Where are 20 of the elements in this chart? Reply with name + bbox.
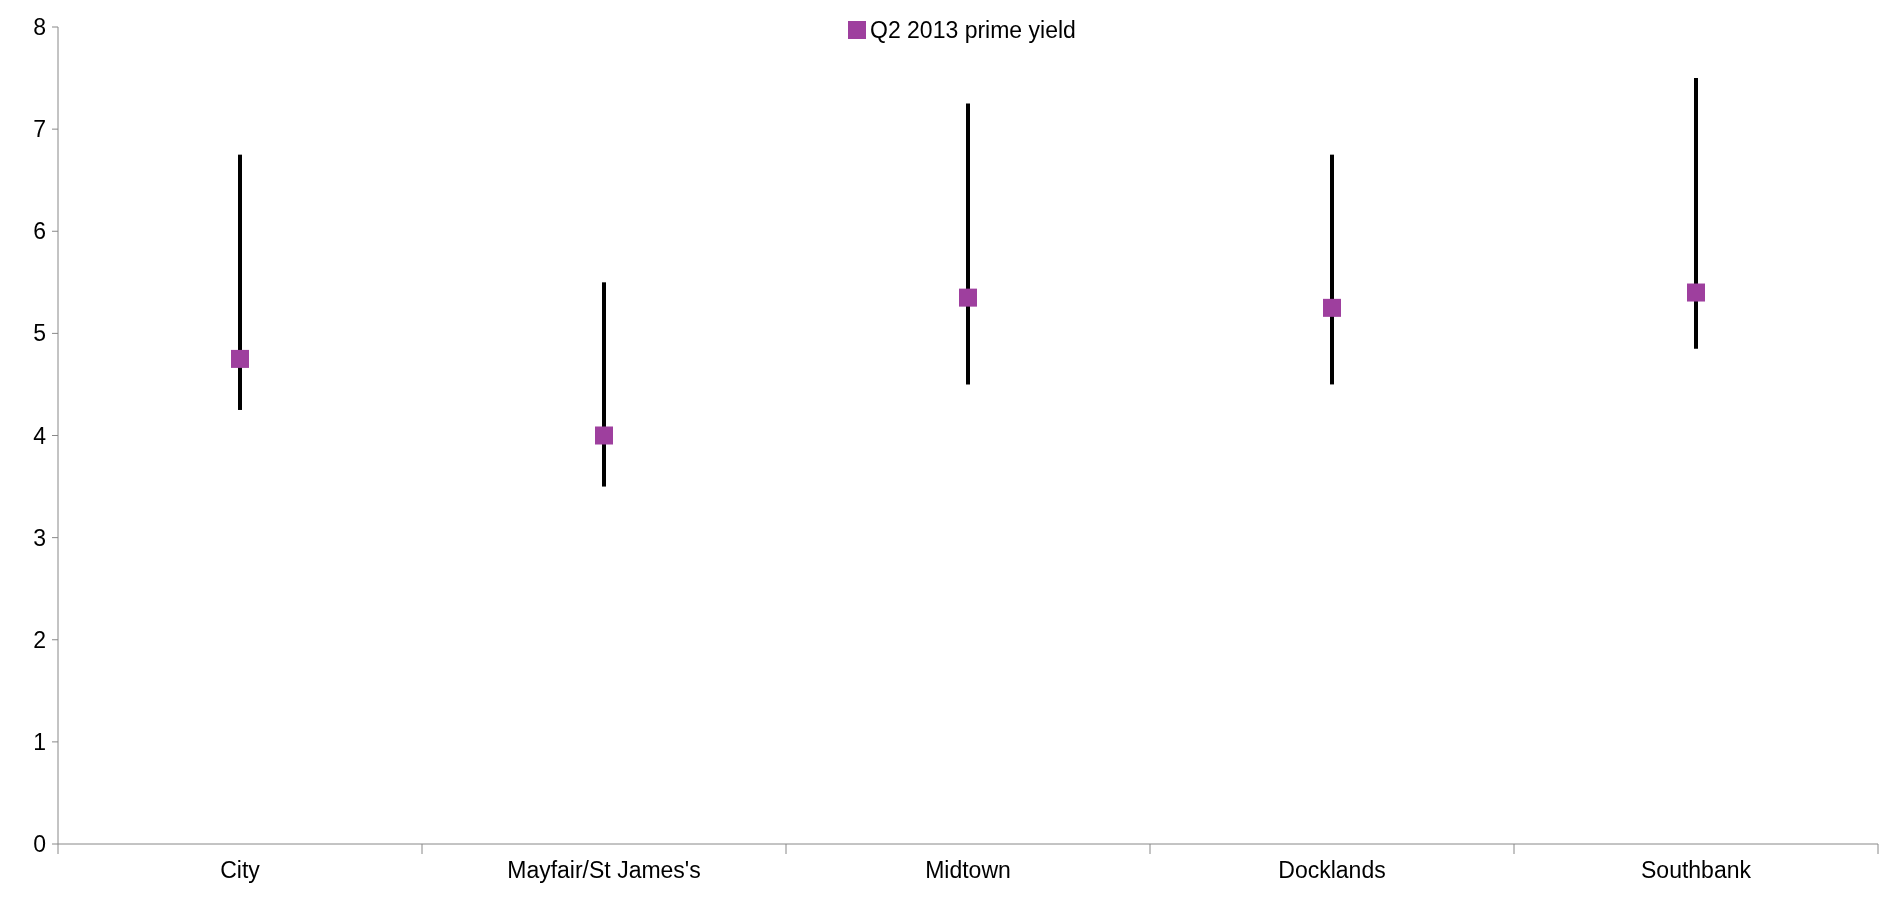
point [595,426,613,445]
y-tick-label: 3 [33,524,46,551]
x-tick-label: Docklands [1278,857,1386,883]
x-tick-label: Southbank [1641,857,1752,883]
x-tick-label: City [220,857,261,883]
y-tick-label: 4 [33,422,47,449]
y-tick-label: 1 [33,728,46,755]
point [1323,298,1341,317]
y-tick-label: 6 [33,218,46,245]
point [1687,283,1705,302]
point [231,349,249,368]
y-tick-label: 2 [33,626,46,653]
y-tick-label: 8 [33,14,46,41]
y-tick-label: 7 [33,116,46,143]
legend-label: Q2 2013 prime yield [870,17,1076,44]
x-tick-label: Mayfair/St James's [507,857,701,883]
y-tick-label: 0 [33,831,46,858]
x-tick-label: Midtown [925,857,1011,883]
y-tick-label: 5 [33,320,46,347]
point [959,288,977,307]
